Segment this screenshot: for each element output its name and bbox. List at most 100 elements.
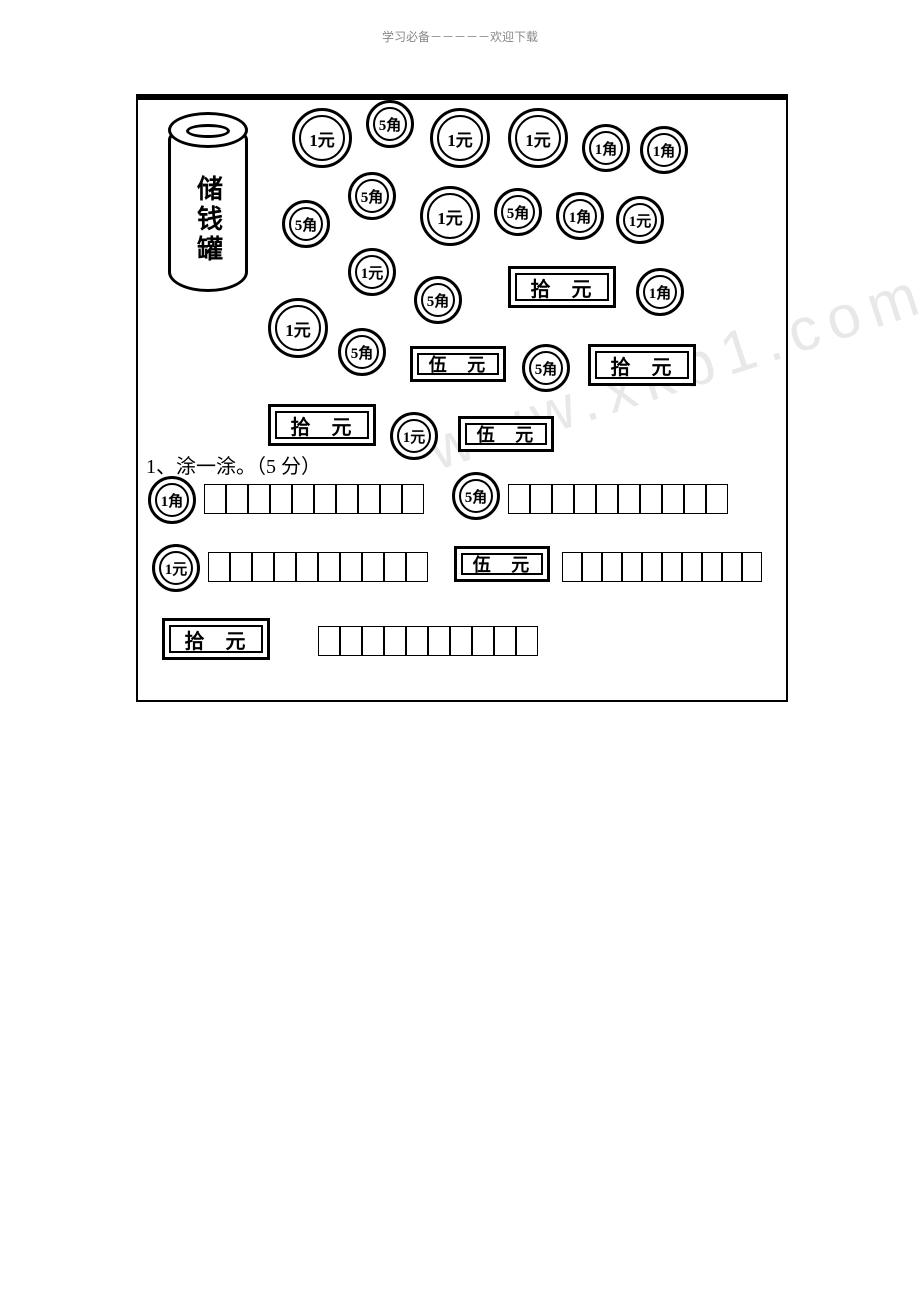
tally-cell[interactable] <box>618 484 640 514</box>
tally-cell[interactable] <box>574 484 596 514</box>
banknote-label: 拾 元 <box>525 273 600 302</box>
tally-cell[interactable] <box>530 484 552 514</box>
coin-label: 1元 <box>309 126 335 151</box>
tally-cell[interactable] <box>640 484 662 514</box>
tally-cell[interactable] <box>208 552 230 582</box>
jar-body: 储钱罐 <box>168 132 248 292</box>
tally-cell[interactable] <box>702 552 722 582</box>
tally-grid <box>508 484 728 514</box>
tally-cell[interactable] <box>384 552 406 582</box>
tally-cell[interactable] <box>508 484 530 514</box>
banknote-label: 拾 元 <box>179 625 254 654</box>
tally-cell[interactable] <box>384 626 406 656</box>
worksheet-box: www.xkb1.com 储钱罐 1元5角1元1元1角1角5角5角1元5角1角1… <box>136 94 788 702</box>
coin: 1角 <box>148 476 196 524</box>
tally-cell[interactable] <box>494 626 516 656</box>
coin: 1元 <box>292 108 352 168</box>
coin-label: 1角 <box>653 140 676 161</box>
tally-cell[interactable] <box>602 552 622 582</box>
coin: 1元 <box>420 186 480 246</box>
coin-label: 1元 <box>285 316 311 341</box>
banknote-label: 伍 元 <box>471 421 542 447</box>
tally-cell[interactable] <box>336 484 358 514</box>
tally-cell[interactable] <box>204 484 226 514</box>
tally-cell[interactable] <box>248 484 270 514</box>
tally-cell[interactable] <box>230 552 252 582</box>
tally-grid <box>318 626 538 656</box>
banknote: 拾 元 <box>588 344 696 386</box>
jar-slot <box>186 124 230 138</box>
coin-label: 1角 <box>595 138 618 159</box>
tally-cell[interactable] <box>252 552 274 582</box>
coin-label: 1元 <box>437 204 463 229</box>
coin-label: 5角 <box>361 186 384 207</box>
tally-cell[interactable] <box>270 484 292 514</box>
coin: 1元 <box>152 544 200 592</box>
tally-cell[interactable] <box>552 484 574 514</box>
coin: 5角 <box>494 188 542 236</box>
tally-cell[interactable] <box>318 626 340 656</box>
coin: 1角 <box>556 192 604 240</box>
coin-label: 1元 <box>403 426 426 447</box>
tally-cell[interactable] <box>296 552 318 582</box>
banknote-label: 拾 元 <box>605 351 680 380</box>
tally-cell[interactable] <box>362 552 384 582</box>
coin: 1元 <box>268 298 328 358</box>
tally-cell[interactable] <box>562 552 582 582</box>
tally-cell[interactable] <box>662 484 684 514</box>
coin-label: 5角 <box>465 486 488 507</box>
tally-cell[interactable] <box>682 552 702 582</box>
coin: 5角 <box>452 472 500 520</box>
coin: 1元 <box>348 248 396 296</box>
tally-cell[interactable] <box>450 626 472 656</box>
coin-label: 5角 <box>351 342 374 363</box>
coin-label: 1元 <box>525 126 551 151</box>
banknote-label: 伍 元 <box>467 551 538 577</box>
tally-cell[interactable] <box>622 552 642 582</box>
tally-cell[interactable] <box>706 484 728 514</box>
tally-cell[interactable] <box>314 484 336 514</box>
tally-cell[interactable] <box>722 552 742 582</box>
tally-cell[interactable] <box>340 552 362 582</box>
coin-label: 1元 <box>629 210 652 231</box>
tally-cell[interactable] <box>340 626 362 656</box>
tally-cell[interactable] <box>358 484 380 514</box>
coin: 1元 <box>430 108 490 168</box>
coin-label: 1元 <box>447 126 473 151</box>
piggy-bank: 储钱罐 <box>168 112 248 292</box>
banknote: 伍 元 <box>410 346 506 382</box>
tally-cell[interactable] <box>402 484 424 514</box>
tally-cell[interactable] <box>516 626 538 656</box>
banknote: 伍 元 <box>458 416 554 452</box>
coin: 1角 <box>640 126 688 174</box>
coin-label: 1角 <box>161 490 184 511</box>
tally-cell[interactable] <box>318 552 340 582</box>
coin-label: 1角 <box>649 282 672 303</box>
banknote: 拾 元 <box>508 266 616 308</box>
tally-cell[interactable] <box>274 552 296 582</box>
tally-cell[interactable] <box>428 626 450 656</box>
coin: 5角 <box>282 200 330 248</box>
tally-cell[interactable] <box>226 484 248 514</box>
tally-cell[interactable] <box>406 626 428 656</box>
banknote: 伍 元 <box>454 546 550 582</box>
tally-cell[interactable] <box>596 484 618 514</box>
coin-label: 1元 <box>361 262 384 283</box>
coin-label: 5角 <box>379 114 402 135</box>
tally-grid <box>208 552 428 582</box>
tally-cell[interactable] <box>582 552 602 582</box>
tally-cell[interactable] <box>292 484 314 514</box>
tally-cell[interactable] <box>642 552 662 582</box>
page-header: 学习必备－－－－－欢迎下载 <box>0 28 920 45</box>
tally-cell[interactable] <box>362 626 384 656</box>
tally-cell[interactable] <box>662 552 682 582</box>
banknote: 拾 元 <box>162 618 270 660</box>
tally-cell[interactable] <box>472 626 494 656</box>
tally-cell[interactable] <box>742 552 762 582</box>
tally-cell[interactable] <box>684 484 706 514</box>
coin-label: 5角 <box>535 358 558 379</box>
coin-label: 5角 <box>427 290 450 311</box>
tally-cell[interactable] <box>406 552 428 582</box>
tally-cell[interactable] <box>380 484 402 514</box>
tally-grid <box>562 552 762 582</box>
